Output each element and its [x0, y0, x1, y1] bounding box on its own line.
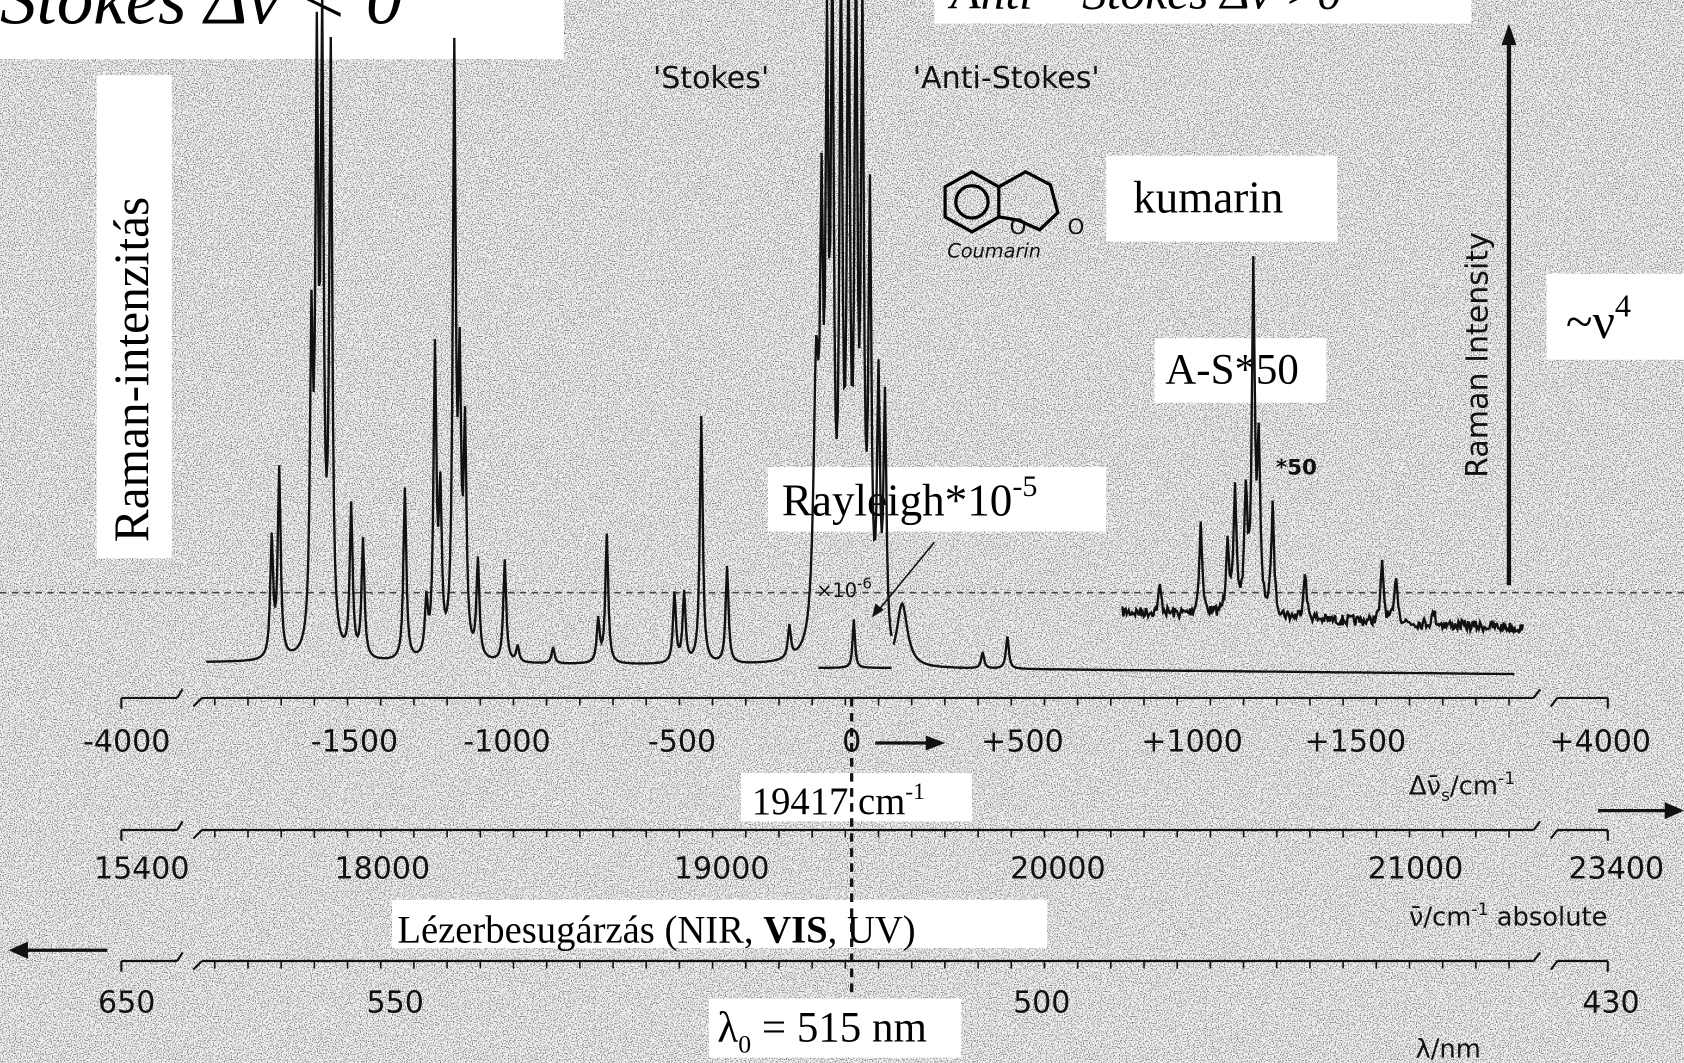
- stokes-spectrum: [206, 0, 893, 665]
- anti-stokes-scale: A-S*50: [1165, 346, 1299, 393]
- arrow-head: [8, 941, 28, 959]
- subscript: 0: [738, 1029, 751, 1058]
- subscript: s: [1441, 786, 1450, 806]
- superscript: 4: [1615, 288, 1631, 324]
- tick-label: 650: [98, 986, 155, 1021]
- text: 19417 cm: [752, 781, 905, 823]
- rule: [192, 829, 203, 840]
- tick-label: 18000: [335, 851, 431, 886]
- superscript: -6: [857, 574, 872, 592]
- tick-label: 550: [367, 986, 424, 1021]
- rayleigh-marker: ×10-6: [816, 574, 872, 602]
- unit: /cm: [1450, 772, 1498, 802]
- arrow-head: [872, 603, 884, 618]
- text: ν̄/cm: [1409, 903, 1471, 933]
- molecule-caption: Coumarin: [947, 240, 1041, 263]
- molecule-name: kumarin: [1133, 173, 1283, 223]
- rule: [1549, 697, 1559, 708]
- tick-label: 19000: [674, 851, 770, 886]
- atom-label: O: [1068, 215, 1085, 240]
- text: Δν̄: [1409, 772, 1441, 802]
- rule: [176, 688, 184, 699]
- rule: [874, 541, 935, 615]
- shift-axis-title: Δν̄s/cm-1: [1409, 769, 1515, 806]
- nu4-label: ~ν4: [1566, 288, 1631, 349]
- tick-label: +4000: [1549, 725, 1651, 760]
- rule: [1532, 820, 1541, 831]
- stokes-title: Stokes Δν < 0: [0, 0, 402, 40]
- text: ~ν: [1566, 294, 1615, 349]
- superscript: -5: [1012, 469, 1037, 503]
- superscript: -1: [905, 779, 925, 805]
- tick-label: 21000: [1368, 851, 1464, 886]
- rule: [192, 960, 203, 971]
- text: ×10: [816, 579, 857, 602]
- wavenumber-axis-title: ν̄/cm-1 absolute: [1409, 900, 1607, 933]
- tick-label: -1000: [463, 725, 550, 760]
- tick-label: +1500: [1305, 725, 1407, 760]
- laser-wavelength: λ0 = 515 nm: [717, 1005, 926, 1059]
- suffix: absolute: [1489, 903, 1608, 933]
- superscript: -1: [1498, 769, 1515, 789]
- tick-label: 15400: [94, 851, 190, 886]
- text: , UV): [828, 910, 916, 952]
- arrow-head: [925, 735, 946, 751]
- scale-marker: *50: [1276, 456, 1317, 481]
- stokes-region: 'Stokes': [653, 61, 769, 96]
- tick-label: -1500: [311, 725, 398, 760]
- text: Lézerbesugárzás (NIR,: [397, 910, 763, 952]
- tick-label: 430: [1582, 986, 1639, 1021]
- atom-label: O: [1010, 215, 1027, 240]
- tick-label: 20000: [1010, 851, 1106, 886]
- text: λ: [717, 1005, 738, 1052]
- tick-label: 0: [842, 725, 861, 760]
- rayleigh-label: Rayleigh*10-5: [782, 469, 1038, 525]
- anti-stokes-spectrum: [892, 601, 1515, 676]
- y-axis-title: Raman-intenzitás: [104, 197, 159, 542]
- tick-label: 23400: [1569, 851, 1665, 886]
- rayleigh-trace: [818, 619, 892, 669]
- rule: [1549, 829, 1559, 840]
- arrow-head: [1664, 802, 1684, 820]
- anti-stokes-region: 'Anti-Stokes': [913, 61, 1100, 96]
- text: Rayleigh*10: [782, 475, 1012, 525]
- laser-wavenumber: 19417 cm-1: [752, 779, 925, 823]
- rule: [1532, 688, 1541, 699]
- wavelength-axis-title: λ/nm: [1416, 1035, 1481, 1063]
- rule: [192, 697, 203, 708]
- rule: [1549, 960, 1559, 971]
- anti-stokes-x50: [1121, 256, 1525, 636]
- bold-text: VIS: [763, 910, 827, 952]
- arrow-head: [1501, 23, 1517, 46]
- raman-intensity-label: Raman Intensity: [1460, 232, 1495, 478]
- tick-label: +1000: [1141, 725, 1243, 760]
- rule: [1532, 951, 1541, 962]
- rule: [176, 951, 184, 962]
- coumarin-structure: [943, 169, 1060, 234]
- tick-label: +500: [981, 725, 1064, 760]
- rule: [176, 820, 184, 831]
- tick-label: -4000: [83, 725, 170, 760]
- laser-label: Lézerbesugárzás (NIR, VIS, UV): [397, 910, 915, 952]
- anti-stokes-title: Anti – Stokes Δν >0: [947, 0, 1342, 20]
- tick-label: -500: [648, 725, 716, 760]
- text: = 515 nm: [751, 1005, 927, 1052]
- superscript: -1: [1471, 900, 1488, 920]
- tick-label: 500: [1013, 986, 1070, 1021]
